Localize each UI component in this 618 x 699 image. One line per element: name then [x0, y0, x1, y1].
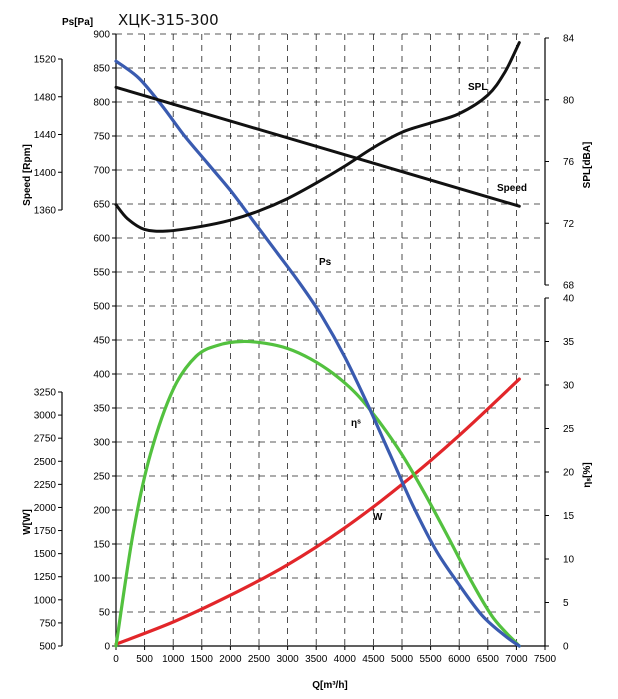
- series-label-ps: Ps: [319, 257, 332, 268]
- x-tick-label: 5000: [391, 654, 414, 665]
- x-tick-label: 4000: [334, 654, 357, 665]
- series-line-efficiency: [114, 339, 521, 648]
- ps-tick-label: 250: [93, 472, 110, 483]
- power-tick-label: 3250: [34, 388, 57, 399]
- x-tick-label: 1500: [191, 654, 214, 665]
- ps-tick-label: 900: [93, 30, 110, 41]
- spl-tick-label: 80: [563, 95, 575, 106]
- ps-tick-label: 350: [93, 404, 110, 415]
- x-tick-label: 2500: [248, 654, 271, 665]
- efficiency-tick-label: 5: [563, 598, 569, 609]
- speed-tick-label: 1440: [34, 130, 57, 141]
- x-tick-label: 3500: [305, 654, 328, 665]
- ps-tick-label: 650: [93, 200, 110, 211]
- efficiency-tick-label: 20: [563, 468, 575, 479]
- ps-tick-label: 600: [93, 234, 110, 245]
- efficiency-tick-label: 10: [563, 555, 575, 566]
- ps-tick-label: 50: [99, 608, 111, 619]
- x-tick-label: 5500: [419, 654, 442, 665]
- x-axis-label: Q[m³/h]: [312, 680, 348, 691]
- spl-tick-label: 68: [563, 281, 575, 292]
- ps-tick-label: 200: [93, 506, 110, 517]
- ps-tick-label: 850: [93, 64, 110, 75]
- x-tick-label: 7500: [534, 654, 557, 665]
- power-tick-label: 500: [39, 642, 56, 653]
- power-axis-label: W[W]: [22, 509, 33, 535]
- ps-tick-label: 0: [104, 642, 110, 653]
- chart-title: ХЦК-315-300: [118, 11, 219, 29]
- series-label-spl: SPL: [468, 82, 487, 93]
- series-line-ps: [114, 59, 521, 648]
- power-tick-label: 1750: [34, 526, 57, 537]
- power-tick-label: 2000: [34, 503, 57, 514]
- efficiency-tick-label: 40: [563, 294, 575, 305]
- power-tick-label: 1500: [34, 549, 57, 560]
- ps-tick-label: 400: [93, 370, 110, 381]
- efficiency-tick-label: 15: [563, 511, 575, 522]
- ticks-layer: 0 500 1000 1500 2000 2500 3000 3500 4000 4500 5000…: [34, 30, 575, 666]
- series-label-speed: Speed: [497, 183, 527, 194]
- ps-tick-label: 300: [93, 438, 110, 449]
- x-tick-label: 4500: [362, 654, 385, 665]
- power-tick-label: 1250: [34, 572, 57, 583]
- x-tick-label: 7000: [505, 654, 528, 665]
- efficiency-tick-label: 25: [563, 424, 575, 435]
- power-tick-label: 1000: [34, 595, 57, 606]
- x-tick-label: 2000: [219, 654, 242, 665]
- power-tick-label: 750: [39, 618, 56, 629]
- speed-tick-label: 1520: [34, 55, 57, 66]
- labels-layer: ХЦК-315-300 Ps[Pa] Speed [Rpm] W[W] SPL[…: [22, 11, 593, 691]
- ps-tick-label: 750: [93, 132, 110, 143]
- series-label-efficiency: ηˢ: [351, 418, 361, 429]
- ps-tick-label: 150: [93, 540, 110, 551]
- series-line-power: [114, 377, 521, 646]
- ps-tick-label: 800: [93, 98, 110, 109]
- spl-axis-label: SPL[dBA]: [582, 142, 593, 189]
- series-label-power: W: [373, 512, 383, 523]
- series-line-speed: [114, 85, 521, 208]
- ps-tick-label: 500: [93, 302, 110, 313]
- speed-tick-label: 1400: [34, 168, 57, 179]
- power-tick-label: 2250: [34, 480, 57, 491]
- x-tick-label: 6500: [477, 654, 500, 665]
- speed-tick-label: 1360: [34, 206, 57, 217]
- x-tick-label: 0: [113, 654, 119, 665]
- x-tick-label: 3000: [276, 654, 299, 665]
- spl-tick-label: 72: [563, 219, 575, 230]
- x-tick-label: 6000: [448, 654, 471, 665]
- efficiency-tick-label: 30: [563, 381, 575, 392]
- efficiency-tick-label: 35: [563, 337, 575, 348]
- power-tick-label: 3000: [34, 411, 57, 422]
- x-tick-label: 500: [136, 654, 153, 665]
- grid-layer: [116, 33, 545, 646]
- speed-axis-label: Speed [Rpm]: [22, 144, 33, 206]
- speed-tick-label: 1480: [34, 92, 57, 103]
- ps-tick-label: 450: [93, 336, 110, 347]
- ps-axis-label: Ps[Pa]: [62, 17, 93, 28]
- ps-tick-label: 550: [93, 268, 110, 279]
- series-layer: [114, 41, 521, 648]
- series-line-spl: [114, 41, 521, 233]
- efficiency-axis-label: ηₛ[%]: [582, 462, 593, 487]
- power-tick-label: 2500: [34, 457, 57, 468]
- spl-tick-label: 84: [563, 34, 575, 45]
- efficiency-tick-label: 0: [563, 642, 569, 653]
- ps-tick-label: 100: [93, 574, 110, 585]
- spl-tick-label: 76: [563, 157, 575, 168]
- x-tick-label: 1000: [162, 654, 185, 665]
- power-tick-label: 2750: [34, 434, 57, 445]
- ps-tick-label: 700: [93, 166, 110, 177]
